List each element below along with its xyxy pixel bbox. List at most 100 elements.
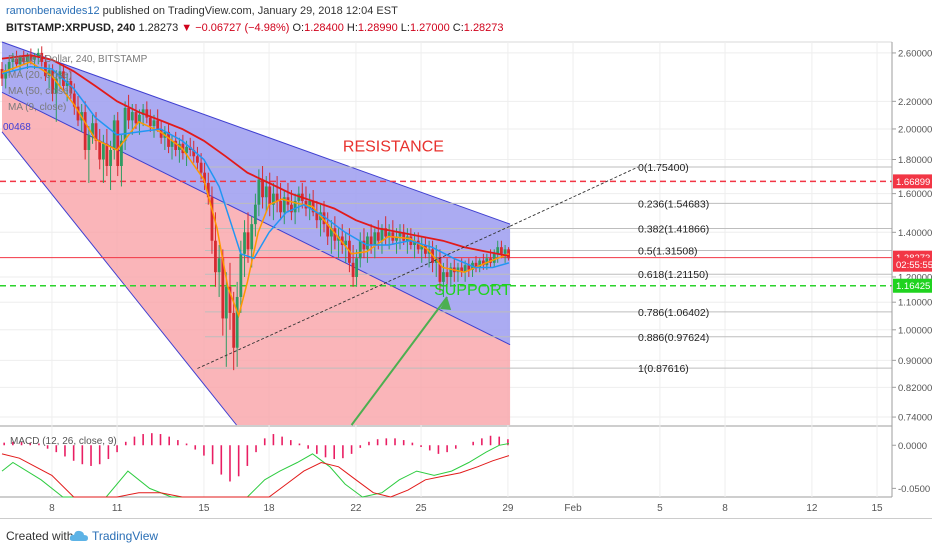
candle-body[interactable] bbox=[282, 197, 286, 213]
publisher-link[interactable]: ramonbenavides12 bbox=[6, 5, 100, 17]
candle-body[interactable] bbox=[199, 162, 203, 173]
candle-body[interactable] bbox=[58, 71, 62, 79]
candle-body[interactable] bbox=[503, 249, 507, 254]
candle-body[interactable] bbox=[456, 267, 460, 273]
candle-body[interactable] bbox=[243, 232, 246, 254]
drawings[interactable]: RESISTANCE SUPPORT bbox=[197, 139, 639, 426]
candle-body[interactable] bbox=[47, 70, 51, 77]
candle-body[interactable] bbox=[156, 120, 160, 129]
candle-body[interactable] bbox=[279, 200, 282, 213]
candle-body[interactable] bbox=[355, 258, 358, 277]
candle-body[interactable] bbox=[7, 61, 11, 71]
candle-body[interactable] bbox=[11, 58, 15, 62]
dashed-trendline[interactable] bbox=[197, 225, 511, 369]
candle-body[interactable] bbox=[87, 134, 91, 150]
candle-body[interactable] bbox=[98, 140, 102, 160]
candle-body[interactable] bbox=[210, 197, 214, 241]
candle-body[interactable] bbox=[351, 262, 355, 277]
candle-body[interactable] bbox=[413, 240, 416, 246]
candle-body[interactable] bbox=[398, 232, 402, 237]
candle-body[interactable] bbox=[134, 112, 138, 124]
candle-body[interactable] bbox=[105, 143, 109, 167]
candle-body[interactable] bbox=[44, 61, 47, 77]
candle-body[interactable] bbox=[322, 212, 326, 225]
candle-body[interactable] bbox=[22, 57, 26, 62]
candle-body[interactable] bbox=[416, 240, 420, 250]
candle-body[interactable] bbox=[308, 200, 312, 209]
candle-body[interactable] bbox=[264, 186, 268, 198]
candle-body[interactable] bbox=[500, 247, 503, 254]
candle-body[interactable] bbox=[358, 240, 362, 259]
candle-body[interactable] bbox=[18, 57, 22, 65]
candle-body[interactable] bbox=[83, 112, 87, 150]
candle-body[interactable] bbox=[116, 120, 120, 167]
candle-body[interactable] bbox=[152, 120, 156, 127]
candle-body[interactable] bbox=[467, 265, 471, 270]
candle-body[interactable] bbox=[185, 146, 188, 154]
candle-body[interactable] bbox=[138, 114, 141, 124]
candle-body[interactable] bbox=[463, 265, 467, 273]
candle-body[interactable] bbox=[76, 106, 80, 121]
candle-body[interactable] bbox=[123, 108, 127, 141]
macd-pane[interactable] bbox=[1, 433, 510, 498]
green-arrow-line[interactable] bbox=[350, 296, 448, 426]
candle-body[interactable] bbox=[94, 123, 98, 141]
candle-body[interactable] bbox=[214, 240, 217, 273]
candle-body[interactable] bbox=[445, 272, 449, 277]
tradingview-brand[interactable]: TradingView bbox=[92, 529, 159, 543]
candle-body[interactable] bbox=[340, 236, 344, 246]
candle-body[interactable] bbox=[15, 58, 18, 65]
candle-body[interactable] bbox=[217, 258, 221, 273]
candle-body[interactable] bbox=[326, 224, 330, 237]
candle-body[interactable] bbox=[228, 286, 232, 313]
fib-trend-connector[interactable] bbox=[509, 166, 639, 227]
candle-body[interactable] bbox=[145, 109, 149, 118]
candle-body[interactable] bbox=[257, 179, 261, 205]
candle-body[interactable] bbox=[221, 258, 225, 319]
candle-body[interactable] bbox=[102, 143, 105, 160]
candle-body[interactable] bbox=[4, 70, 8, 79]
candle-body[interactable] bbox=[481, 260, 485, 266]
candle-body[interactable] bbox=[0, 68, 4, 79]
candle-body[interactable] bbox=[376, 232, 380, 241]
candle-body[interactable] bbox=[130, 112, 134, 121]
candle-body[interactable] bbox=[232, 312, 236, 348]
candle-body[interactable] bbox=[192, 149, 196, 157]
candle-body[interactable] bbox=[272, 193, 275, 205]
candle-body[interactable] bbox=[54, 78, 58, 94]
candle-body[interactable] bbox=[29, 55, 33, 60]
candle-body[interactable] bbox=[203, 172, 206, 183]
candle-body[interactable] bbox=[26, 55, 29, 62]
candle-body[interactable] bbox=[369, 236, 373, 246]
candle-body[interactable] bbox=[120, 140, 123, 167]
candle-body[interactable] bbox=[196, 156, 199, 163]
candle-body[interactable] bbox=[442, 272, 445, 282]
candle-body[interactable] bbox=[380, 228, 384, 241]
candle-body[interactable] bbox=[268, 186, 272, 205]
candle-body[interactable] bbox=[127, 108, 130, 121]
candle-body[interactable] bbox=[224, 286, 228, 319]
candle-body[interactable] bbox=[366, 236, 369, 250]
candle-body[interactable] bbox=[290, 204, 293, 213]
candle-body[interactable] bbox=[478, 260, 482, 268]
candle-body[interactable] bbox=[474, 262, 478, 268]
candle-body[interactable] bbox=[315, 212, 319, 221]
candle-body[interactable] bbox=[362, 240, 366, 250]
candle-body[interactable] bbox=[496, 247, 500, 254]
candle-body[interactable] bbox=[329, 228, 333, 237]
candle-body[interactable] bbox=[51, 70, 54, 94]
candle-body[interactable] bbox=[460, 267, 464, 273]
candle-body[interactable] bbox=[246, 232, 250, 250]
candle-body[interactable] bbox=[261, 179, 264, 198]
candle-body[interactable] bbox=[333, 228, 337, 241]
candle-body[interactable] bbox=[420, 245, 424, 250]
candle-body[interactable] bbox=[253, 204, 257, 225]
candle-body[interactable] bbox=[206, 182, 210, 198]
candle-body[interactable] bbox=[239, 253, 243, 297]
candle-body[interactable] bbox=[36, 52, 40, 57]
price-chart[interactable]: 0(1.75400) 0.236(1.54683) 0.382(1.41866) 0.… bbox=[0, 0, 932, 518]
candle-body[interactable] bbox=[109, 149, 112, 167]
candle-body[interactable] bbox=[159, 128, 163, 138]
candle-body[interactable] bbox=[170, 140, 174, 147]
candle-body[interactable] bbox=[91, 123, 94, 135]
